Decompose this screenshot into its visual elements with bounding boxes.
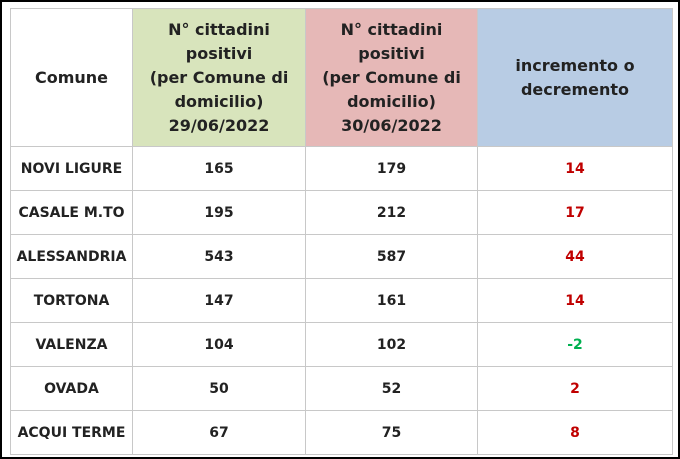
cell: 14 — [477, 278, 673, 323]
cell: 179 — [305, 146, 478, 191]
cell: 67 — [132, 410, 306, 455]
comune-name: TORTONA — [10, 278, 133, 323]
header-cell: N° cittadini positivi (per Comune di domici… — [132, 8, 306, 147]
header-line: decremento — [520, 79, 630, 99]
table-row: OVADA 50 52 2 — [10, 366, 673, 411]
cell: 104 — [132, 322, 306, 367]
comune-name: NOVI LIGURE — [10, 146, 133, 191]
header-line: domicilio) — [347, 91, 436, 111]
cell: 17 — [477, 190, 673, 235]
cell: -2 — [477, 322, 673, 367]
header-line: domicilio) — [174, 91, 264, 111]
header-cell: Comune — [10, 8, 133, 147]
header-line: N° cittadini — [340, 19, 443, 39]
header-line: (per Comune di — [322, 67, 461, 87]
comune-name: OVADA — [10, 366, 133, 411]
header-line: incremento o — [515, 55, 635, 75]
header-line: positivi — [185, 43, 253, 63]
header-line: positivi — [358, 43, 425, 63]
table-row: NOVI LIGURE 165 179 14 — [10, 146, 673, 191]
cell: 50 — [132, 366, 306, 411]
header-line: (per Comune di — [149, 67, 289, 87]
cell: 44 — [477, 234, 673, 279]
header-line: Comune — [34, 67, 109, 87]
header-cell: N° cittadini positivi (per Comune di domici… — [305, 8, 478, 147]
table-row: TORTONA 147 161 14 — [10, 278, 673, 323]
cell: 2 — [477, 366, 673, 411]
comune-name: VALENZA — [10, 322, 133, 367]
cell: 102 — [305, 322, 478, 367]
cell: 8 — [477, 410, 673, 455]
table-body: NOVI LIGURE 165 179 14 CASALE M.TO 195 212 17 AL… — [10, 146, 673, 455]
cell: 543 — [132, 234, 306, 279]
table: Comune N° cittadini positivi (per Comune di… — [10, 8, 673, 455]
table-row: CASALE M.TO 195 212 17 — [10, 190, 673, 235]
table-row: ALESSANDRIA 543 587 44 — [10, 234, 673, 279]
cell: 212 — [305, 190, 478, 235]
cell: 75 — [305, 410, 478, 455]
cell: 147 — [132, 278, 306, 323]
cell: 587 — [305, 234, 478, 279]
header-line: N° cittadini — [168, 19, 270, 39]
cell: 161 — [305, 278, 478, 323]
header-row: Comune N° cittadini positivi (per Comune di… — [10, 8, 673, 147]
cell: 195 — [132, 190, 306, 235]
comune-name: CASALE M.TO — [10, 190, 133, 235]
comune-name: ACQUI TERME — [10, 410, 133, 455]
cell: 52 — [305, 366, 478, 411]
header-cell: incremento o decremento — [477, 8, 673, 147]
header-line: 29/06/2022 — [168, 115, 270, 135]
table-row: VALENZA 104 102 -2 — [10, 322, 673, 367]
table-row: ACQUI TERME 67 75 8 — [10, 410, 673, 455]
cell: 14 — [477, 146, 673, 191]
comune-name: ALESSANDRIA — [10, 234, 133, 279]
header-line: 30/06/2022 — [341, 115, 442, 135]
cell: 165 — [132, 146, 306, 191]
